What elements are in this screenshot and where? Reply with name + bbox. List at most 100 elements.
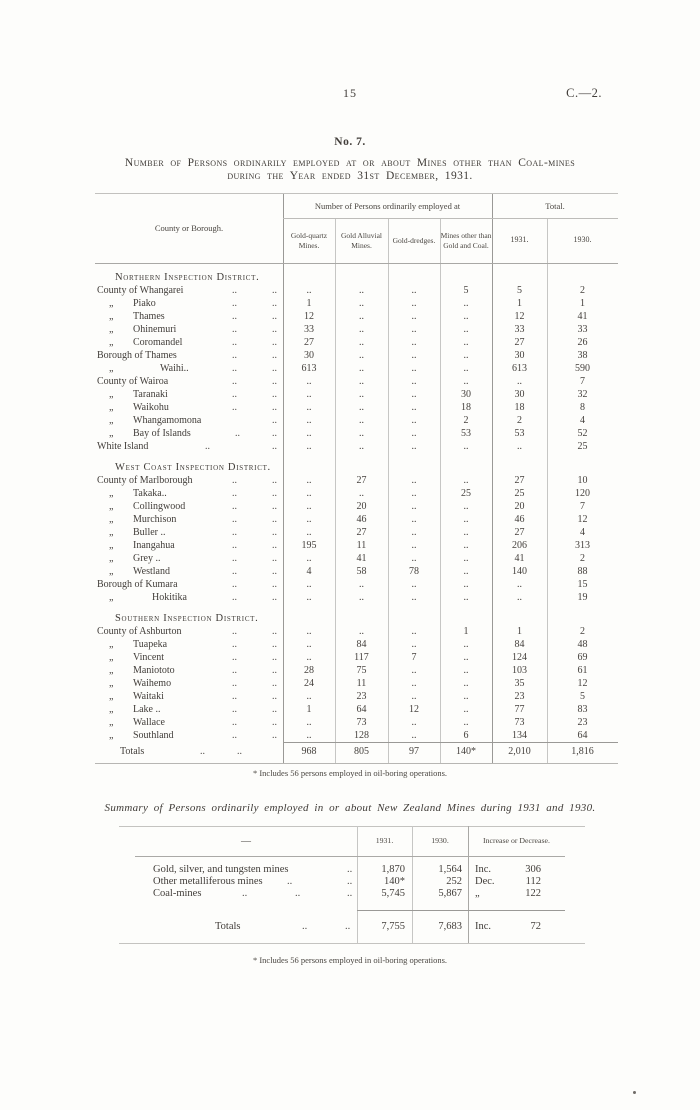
cell-total-1930: 64: [577, 730, 588, 741]
cell-total-1930: 38: [577, 350, 588, 361]
leader-dots: ..: [232, 350, 237, 361]
leader-dots: ..: [347, 888, 353, 899]
cell-gold-quartz: ..: [306, 441, 312, 452]
cell-total-1930: 7: [580, 376, 585, 387]
leader-dots: ..: [232, 579, 237, 590]
row-label-text: Hokitika: [152, 592, 187, 603]
row-label: „ Wallace....: [95, 716, 283, 729]
cell-gold-alluvial: ..: [359, 337, 364, 348]
cell-gold-alluvial: 73: [356, 717, 367, 728]
ditto-mark: „: [109, 389, 114, 400]
cell-gold-alluvial: ..: [359, 441, 364, 452]
cell-gold-alluvial: ..: [359, 285, 364, 296]
cell-change: Inc. 306: [468, 864, 565, 876]
cell-gold-dredges: ..: [411, 285, 417, 296]
cell-gold-dredges: 97: [409, 746, 419, 757]
ditto-mark: „: [109, 540, 114, 551]
cell-gold-dredges: ..: [411, 678, 417, 689]
cell-gold-alluvial: 41: [356, 553, 367, 564]
cell-gold-dredges: ..: [411, 579, 417, 590]
table-row: „ Tuapeka...... 84.... 84 48: [95, 638, 618, 651]
leader-dots: ..: [232, 717, 237, 728]
doc-ref: C.—2.: [566, 86, 602, 100]
table-row: County of Wairoa.............. 7: [95, 375, 618, 388]
cell-gold-quartz: ..: [306, 389, 312, 400]
cell-gold-dredges: ..: [411, 298, 417, 309]
cell-gold-dredges: ..: [411, 337, 417, 348]
ditto-mark: „: [109, 704, 114, 715]
cell-other-mines: ..: [463, 475, 469, 486]
cell-gold-dredges: ..: [411, 514, 417, 525]
ditto-mark: „: [109, 665, 114, 676]
cell-gold-dredges: ..: [411, 311, 417, 322]
leader-dots: ..: [232, 337, 237, 348]
table-rule: [283, 193, 284, 763]
row-label-text: Westland: [133, 566, 170, 577]
cell-total-1930: 1,816: [571, 746, 594, 757]
column-header-gold-quartz: Gold-quartz Mines.: [290, 230, 328, 250]
cell-gold-alluvial: 11: [356, 540, 367, 551]
leader-dots: ..: [347, 864, 353, 875]
cell-v1931: 140*: [384, 876, 405, 887]
column-group-header-total: Total.: [545, 200, 565, 211]
cell-gold-alluvial: ..: [359, 428, 364, 439]
row-label: Totals....: [135, 910, 357, 943]
column-header-other-mines: Mines other than Gold and Coal.: [440, 230, 492, 250]
cell-gold-dredges: ..: [411, 730, 417, 741]
cell-change: „ 122: [468, 888, 565, 900]
leader-dots: ..: [232, 527, 237, 538]
row-label-text: Waikohu: [133, 402, 169, 413]
cell-other-mines: ..: [463, 665, 469, 676]
leader-dots: ..: [232, 501, 237, 512]
table-row: „ Vincent...... 117 7.. 124 69: [95, 651, 618, 664]
leader-dots: ..: [232, 389, 237, 400]
row-label: Other metalliferous mines....: [135, 876, 357, 888]
cell-gold-dredges: ..: [411, 402, 417, 413]
column-header-1930: 1930.: [573, 235, 592, 245]
main-table: County or Borough. Number of Persons ord…: [95, 193, 618, 764]
section-heading: Northern Inspection District.: [115, 272, 260, 283]
row-label-text: Coal-mines: [153, 888, 202, 899]
leader-dots: ..: [287, 876, 293, 887]
summary-table: — 1931. 1930. Increase or Decrease. Gold…: [135, 826, 565, 943]
row-label: „ Murchison....: [95, 513, 283, 526]
cell-gold-quartz: ..: [306, 428, 312, 439]
cell-gold-quartz: ..: [306, 592, 312, 603]
table-row: County of Marlborough...... 27.... 27 10: [95, 474, 618, 487]
table-row: County of Ashburton.......... 1 1 2: [95, 625, 618, 638]
leader-dots: ..: [232, 626, 237, 637]
leader-dots: ..: [272, 415, 277, 426]
row-label: Totals....: [95, 742, 283, 762]
row-label-text: County of Ashburton: [97, 626, 182, 637]
leader-dots: ..: [232, 553, 237, 564]
leader-dots: ..: [272, 350, 277, 361]
row-label-text: Vincent: [133, 652, 165, 663]
cell-gold-quartz: ..: [306, 402, 312, 413]
row-label-text: Borough of Thames: [97, 350, 177, 361]
cell-total-1931: 27: [514, 337, 525, 348]
row-label: „ Hokitika....: [95, 591, 283, 604]
leader-dots: ..: [232, 540, 237, 551]
row-label-text: Taranaki: [133, 389, 168, 400]
cell-gold-quartz: 1: [306, 298, 312, 309]
cell-total-1931: 41: [514, 553, 525, 564]
cell-gold-alluvial: ..: [359, 579, 364, 590]
cell-gold-quartz: ..: [306, 285, 312, 296]
leader-dots: ..: [232, 324, 237, 335]
cell-total-1931: 73: [514, 717, 525, 728]
scan-speck: [633, 1091, 636, 1094]
cell-total-1930: 2: [580, 285, 585, 296]
summary-row: Gold, silver, and tungsten mines.. 1,870 1…: [135, 864, 565, 876]
leader-dots: ..: [272, 285, 277, 296]
leader-dots: ..: [272, 501, 277, 512]
row-label-text: Grey ..: [133, 553, 161, 564]
cell-other-mines: ..: [463, 704, 469, 715]
cell-gold-alluvial: ..: [359, 350, 364, 361]
row-label-text: White Island: [97, 441, 149, 452]
cell-other-mines: ..: [463, 540, 469, 551]
cell-gold-quartz: 27: [304, 337, 314, 348]
change-direction: Inc.: [475, 864, 492, 875]
table-row: „ Waitaki...... 23.... 23 5: [95, 690, 618, 703]
cell-gold-quartz: 4: [306, 566, 312, 577]
row-label: „ Thames....: [95, 310, 283, 323]
